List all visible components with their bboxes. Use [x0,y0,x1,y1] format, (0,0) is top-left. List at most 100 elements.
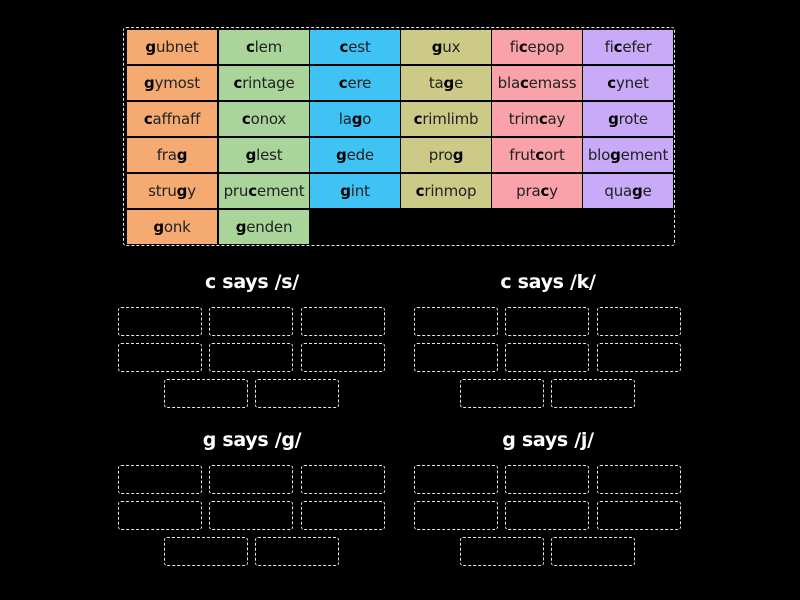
word-tile-cere[interactable]: c ere [310,66,400,100]
highlighted-letter: g [176,146,188,164]
word-tile-glest[interactable]: g lest [219,138,309,172]
word-tile-crimlimb[interactable]: c rimlimb [401,102,491,136]
word-prefix: pro [428,146,453,164]
drop-slot-c-k-6[interactable] [597,343,681,372]
highlighted-letter: c [607,74,616,92]
group-title-g-g: g says /g/ [202,429,302,451]
drop-slot-g-g-8[interactable] [255,537,339,566]
word-tile-pracy[interactable]: pra c y [492,174,582,208]
drop-slot-g-g-6[interactable] [301,501,385,530]
word-tile-trimcay[interactable]: trim c ay [492,102,582,136]
word-suffix: ement [620,146,669,164]
drop-slot-g-g-3[interactable] [301,465,385,494]
highlighted-letter: g [336,146,347,164]
word-tile-ficefer[interactable]: fi c efer [583,30,673,64]
word-tile-conox[interactable]: c onox [219,102,309,136]
word-suffix: ere [347,74,372,92]
drop-slot-g-j-7[interactable] [460,537,544,566]
word-tile-grote[interactable]: g rote [583,102,673,136]
highlighted-letter: g [245,146,257,164]
highlighted-letter: g [176,182,188,200]
word-prefix: la [338,110,352,128]
word-suffix: onk [163,218,191,236]
drop-slot-g-j-8[interactable] [551,537,635,566]
drop-slot-g-g-1[interactable] [118,465,202,494]
word-suffix: ement [256,182,305,200]
highlighted-letter: c [415,182,425,200]
drop-slot-g-g-7[interactable] [164,537,248,566]
highlighted-letter: c [535,146,545,164]
drop-slot-c-s-7[interactable] [164,379,248,408]
word-suffix: efer [622,38,652,56]
word-suffix: rimlimb [422,110,479,128]
drop-slot-c-s-5[interactable] [209,343,293,372]
word-prefix: trim [508,110,539,128]
word-tile-crintage[interactable]: c rintage [219,66,309,100]
word-tile-lago[interactable]: la g o [310,102,400,136]
word-suffix: ede [346,146,375,164]
word-tile-quage[interactable]: qua g e [583,174,673,208]
drop-slot-g-j-6[interactable] [597,501,681,530]
word-tile-gux[interactable]: g ux [401,30,491,64]
word-suffix: lest [256,146,283,164]
drop-slot-g-j-5[interactable] [505,501,589,530]
highlighted-letter: c [245,38,255,56]
drop-slot-g-j-4[interactable] [414,501,498,530]
highlighted-letter: c [143,110,153,128]
word-tile-crinmop[interactable]: c rinmop [401,174,491,208]
word-suffix: ort [544,146,565,164]
drop-slot-g-j-2[interactable] [505,465,589,494]
drop-slot-g-g-4[interactable] [118,501,202,530]
drop-slot-g-g-2[interactable] [209,465,293,494]
drop-slot-c-s-4[interactable] [118,343,202,372]
drop-slot-c-k-8[interactable] [551,379,635,408]
drop-slot-c-s-1[interactable] [118,307,202,336]
word-prefix: pru [223,182,249,200]
word-tile-ficepop[interactable]: fi c epop [492,30,582,64]
word-tile-strugy[interactable]: stru g y [127,174,217,208]
word-tile-tage[interactable]: ta g e [401,66,491,100]
drop-slot-c-s-2[interactable] [209,307,293,336]
word-tile-cynet[interactable]: c ynet [583,66,673,100]
highlighted-letter: g [452,146,464,164]
word-prefix: fra [156,146,177,164]
word-tile-prog[interactable]: pro g [401,138,491,172]
drop-slot-c-k-2[interactable] [505,307,589,336]
drop-slot-c-s-3[interactable] [301,307,385,336]
word-tile-caffnaff[interactable]: c affnaff [127,102,217,136]
drop-slot-c-k-4[interactable] [414,343,498,372]
word-tile-frutcort[interactable]: frut c ort [492,138,582,172]
drop-slot-c-s-8[interactable] [255,379,339,408]
word-tile-gint[interactable]: g int [310,174,400,208]
word-tile-prucement[interactable]: pru c ement [219,174,309,208]
word-tile-gubnet[interactable]: g ubnet [127,30,217,64]
word-prefix: pra [516,182,541,200]
word-suffix: int [350,182,370,200]
word-suffix: onox [250,110,287,128]
word-tile-cest[interactable]: c est [310,30,400,64]
word-prefix: blo [587,146,611,164]
word-tile-clem[interactable]: c lem [219,30,309,64]
highlighted-letter: c [613,38,623,56]
word-suffix: emass [528,74,577,92]
word-tile-blogement[interactable]: blo g ement [583,138,673,172]
drop-slot-c-s-6[interactable] [301,343,385,372]
drop-slot-c-k-7[interactable] [460,379,544,408]
drop-slot-g-j-3[interactable] [597,465,681,494]
word-tile-blacemass[interactable]: bla c emass [492,66,582,100]
drop-slot-g-g-5[interactable] [209,501,293,530]
word-prefix: bla [497,74,520,92]
word-tile-gonk[interactable]: g onk [127,210,217,244]
drop-slot-g-j-1[interactable] [414,465,498,494]
word-tile-gede[interactable]: g ede [310,138,400,172]
drop-slot-c-k-5[interactable] [505,343,589,372]
word-suffix: o [362,110,372,128]
highlighted-letter: g [431,38,443,56]
word-tile-genden[interactable]: g enden [219,210,309,244]
word-suffix: ymost [154,74,201,92]
drop-slot-c-k-3[interactable] [597,307,681,336]
word-tile-frag[interactable]: fra g [127,138,217,172]
word-prefix: frut [509,146,536,164]
drop-slot-c-k-1[interactable] [414,307,498,336]
word-tile-gymost[interactable]: g ymost [127,66,217,100]
